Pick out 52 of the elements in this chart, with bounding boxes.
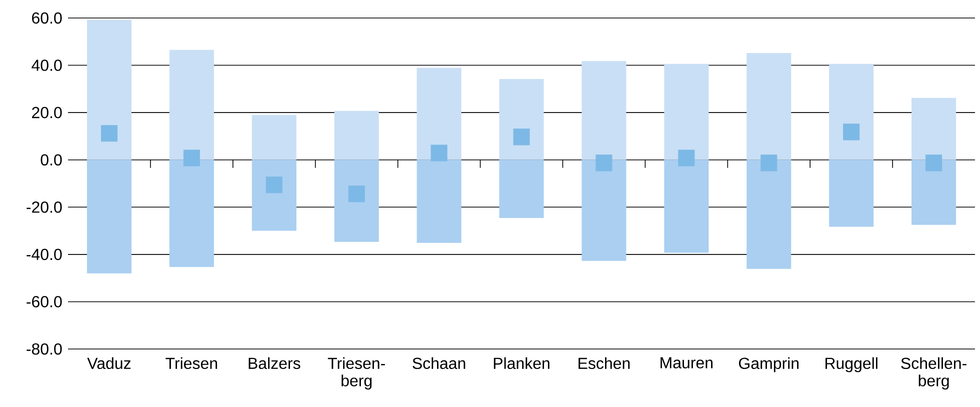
bar [499, 78, 544, 160]
bar [169, 160, 214, 267]
point [266, 176, 282, 194]
y-tick-label: 0.0 [40, 154, 62, 166]
bar [334, 160, 379, 242]
point [183, 150, 200, 166]
y-tick-label: 20.0 [32, 106, 62, 118]
bar [664, 160, 709, 253]
x-tick-label: Schellen-berg [901, 357, 966, 390]
point [596, 154, 612, 172]
point [430, 144, 448, 162]
x-tick-label: Gamprin [738, 357, 799, 372]
y-tick-label: -20.0 [26, 201, 62, 213]
point [100, 125, 118, 142]
y-tick-label: -80.0 [26, 343, 62, 355]
point [926, 154, 942, 172]
bar [746, 160, 792, 269]
x-tick-label: Triesen [166, 357, 218, 370]
x-tick-label: Eschen [578, 357, 630, 370]
bar [664, 64, 709, 160]
point [843, 124, 860, 140]
bar [829, 160, 874, 227]
x-tick-label: Vaduz [87, 357, 131, 370]
point [513, 128, 530, 146]
point [348, 186, 365, 202]
bar [912, 98, 956, 160]
bar [252, 160, 296, 231]
y-tick-label: -60.0 [26, 296, 62, 308]
x-tick-label: Triesen-berg [328, 357, 385, 390]
bar [499, 160, 544, 218]
bar [912, 160, 956, 225]
point [678, 150, 695, 166]
bar [169, 50, 214, 160]
bar [582, 61, 626, 160]
bar [746, 52, 792, 160]
bar [416, 68, 462, 160]
x-tick-label: Planken [494, 357, 550, 370]
x-tick-label: Balzers [248, 357, 300, 370]
x-tick-label: Mauren [660, 357, 712, 368]
x-tick-label: Ruggell [826, 357, 878, 372]
bar [252, 114, 296, 160]
y-tick-label: 40.0 [32, 60, 62, 71]
bar [416, 160, 462, 243]
bar [582, 160, 626, 261]
bar [86, 160, 132, 274]
bar [334, 110, 379, 160]
bar [829, 64, 874, 160]
y-tick-label: -40.0 [26, 248, 62, 260]
point [760, 154, 778, 172]
bar [86, 20, 132, 160]
x-tick-label: Schaan [412, 357, 466, 370]
y-tick-label: 60.0 [32, 12, 62, 24]
